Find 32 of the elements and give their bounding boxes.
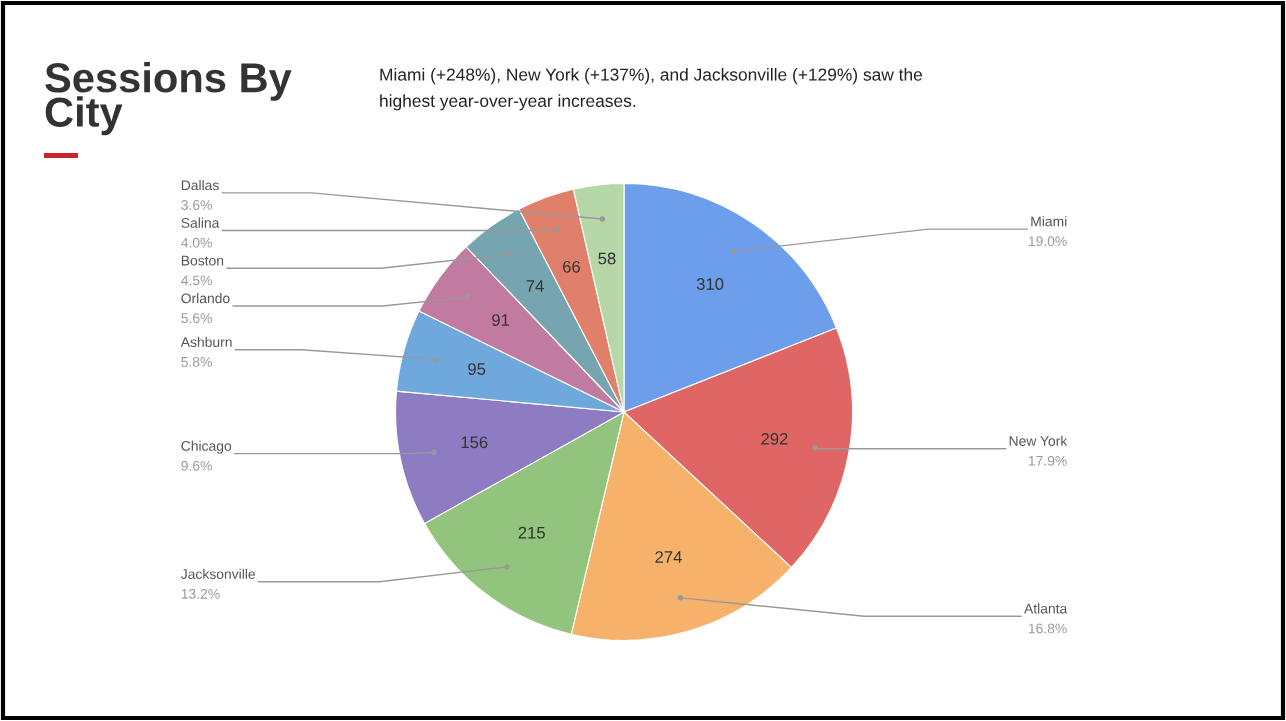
- slice-label: Salina: [181, 217, 220, 228]
- text: 5.6%: [181, 313, 212, 324]
- text: 9.6%: [181, 460, 212, 471]
- data-label: 91: [492, 314, 510, 326]
- data-label: 310: [696, 278, 724, 290]
- data-label: 274: [655, 551, 682, 563]
- data-label: 58: [598, 252, 616, 265]
- slice-label: Jacksonville: [180, 568, 256, 579]
- data-label: 66: [563, 260, 580, 273]
- text: 4.5%: [181, 275, 212, 286]
- data-label: 95: [468, 363, 486, 375]
- text: 3.6%: [181, 200, 212, 210]
- slice-label: Atlanta: [1024, 603, 1068, 614]
- chart-title: Sessions By City: [45, 62, 292, 136]
- text: 16.8%: [1028, 623, 1067, 634]
- chart-subtitle: Miami (+248%), New York (+137%), and Jacksonville (+129%) saw the highest year-over-year increases.: [380, 68, 922, 111]
- slice-label: Chicago: [181, 440, 232, 454]
- data-label: 215: [518, 526, 545, 539]
- slice-label: Orlando: [181, 293, 230, 304]
- text: 17.9%: [1028, 455, 1067, 466]
- slice-label: Ashburn: [180, 336, 232, 347]
- data-label: 156: [461, 436, 488, 449]
- slice-label: New York: [1009, 435, 1068, 446]
- text: 5.8%: [181, 356, 212, 367]
- slice-label: Boston: [181, 255, 224, 266]
- text: 13.2%: [181, 588, 220, 599]
- slice-label: Dallas: [181, 179, 219, 191]
- text: 19.0%: [1028, 236, 1067, 247]
- slice-label: Miami: [1031, 216, 1067, 227]
- text: 4.0%: [181, 237, 212, 248]
- data-label: 74: [526, 280, 544, 292]
- data-label: 292: [761, 432, 788, 445]
